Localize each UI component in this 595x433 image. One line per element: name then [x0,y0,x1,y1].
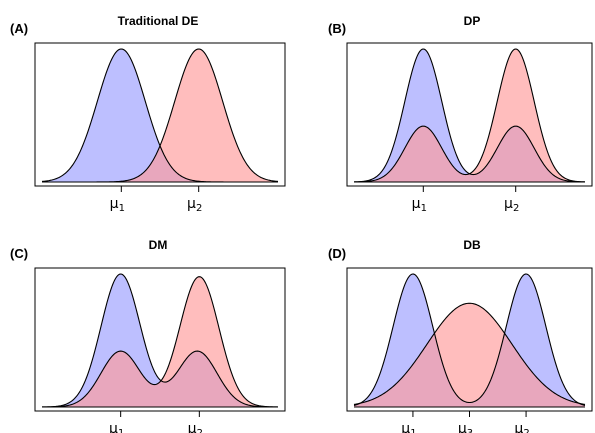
blue-density-curve [41,273,279,408]
tick-label: μ1 [401,421,416,433]
panel-c: (C) DM μ1 μ2 [10,238,286,433]
blue-density-fill [42,49,278,182]
panel-a: (A) Traditional DE μ1 μ2 [10,14,286,214]
panel-label: (D) [328,246,346,261]
tick-label: μ2 [188,421,203,433]
tick-label: μ1 [412,196,427,214]
tick-label: μ2 [514,421,529,433]
red-density-fill [42,49,278,182]
panel-title: DM [149,238,168,252]
red-density-curve [353,302,586,405]
panel-d: (D) DB μ1 μ3 μ2 [328,238,593,433]
panel-b: (B) DP μ1 μ2 [328,14,593,214]
panel-title: Traditional DE [118,14,199,28]
panel-label: (A) [10,21,28,36]
panel-label: (C) [10,246,28,261]
tick-label: μ3 [458,421,473,433]
red-density-fill [354,49,585,182]
red-density-curve [42,276,279,408]
red-density-fill [354,303,585,407]
blue-density-curve [353,273,586,406]
tick-label: μ1 [109,421,124,433]
tick-label: μ2 [504,196,519,214]
panel-title: DB [463,238,481,252]
panel-label: (B) [328,21,346,36]
tick-label: μ1 [110,196,125,214]
panel-title: DP [464,14,481,28]
tick-label: μ2 [187,196,202,214]
plot-frame [34,42,286,187]
red-density-fill [42,276,278,407]
red-density-curve [353,48,586,183]
plot-frame [34,267,286,412]
plot-frame [346,42,593,187]
